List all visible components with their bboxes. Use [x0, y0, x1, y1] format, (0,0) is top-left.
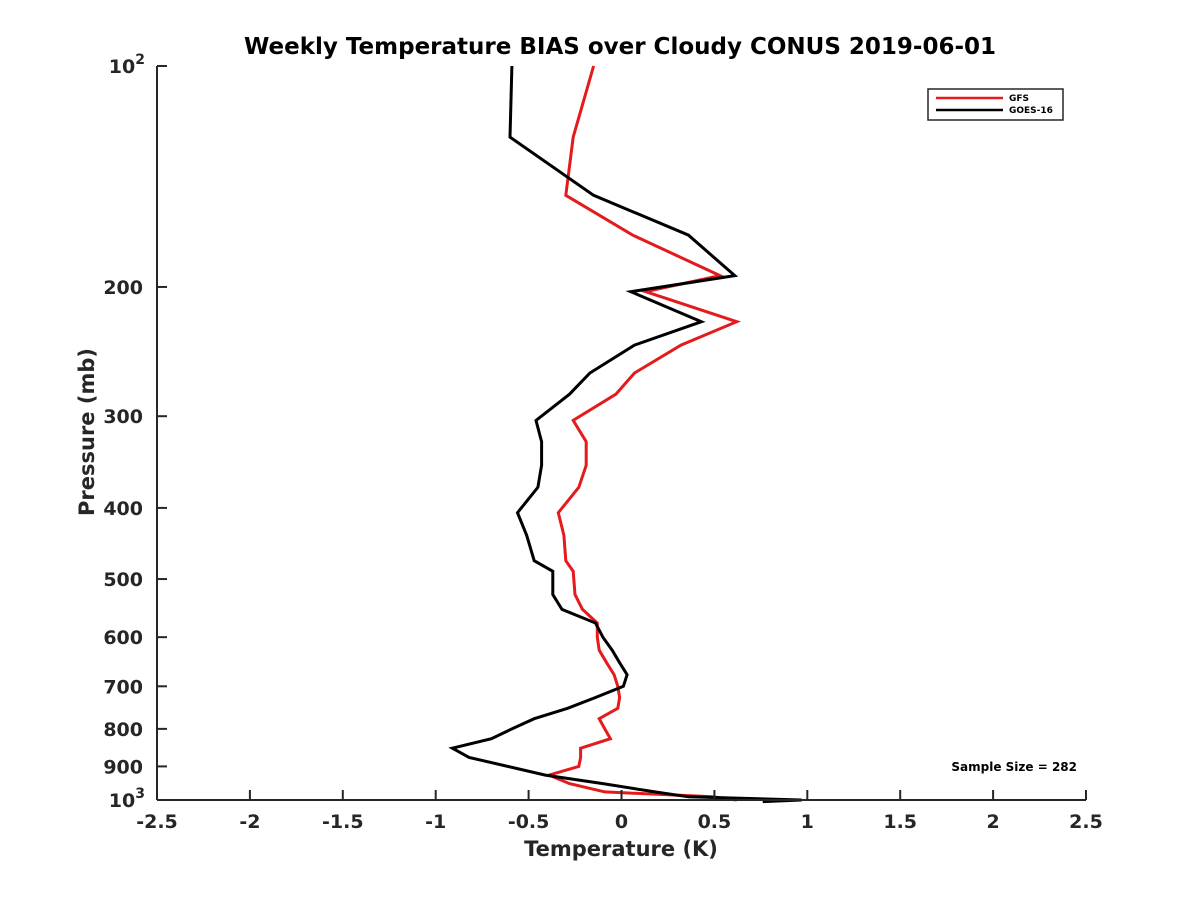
legend: GFS GOES-16	[927, 88, 1064, 121]
y-tick-label: 800	[103, 719, 143, 741]
x-tick-label: 2.5	[1069, 811, 1103, 833]
sample-size-annotation: Sample Size = 282	[951, 760, 1077, 774]
y-tick-label: 400	[103, 498, 143, 520]
y-tick-label: 300	[103, 406, 143, 428]
y-tick-label: 900	[103, 756, 143, 778]
x-axis: -2.5 -2 -1.5 -1 -0.5 0 0.5 1 1.5 2 2.5	[136, 790, 1103, 833]
x-tick-label: 2	[986, 811, 999, 833]
y-axis-label: Pressure (mb)	[75, 348, 99, 516]
x-axis-label: Temperature (K)	[524, 837, 718, 861]
y-tick-label: 700	[103, 676, 143, 698]
x-tick-label: -0.5	[508, 811, 550, 833]
y-tick-label: 200	[103, 277, 143, 299]
y-tick-label: 103	[109, 786, 145, 812]
x-tick-label: 0	[615, 811, 628, 833]
x-tick-label: -2.5	[136, 811, 178, 833]
series-line-gfs	[544, 65, 741, 802]
x-tick-label: 1	[801, 811, 814, 833]
y-tick-label: 500	[103, 569, 143, 591]
y-tick-label: 600	[103, 627, 143, 649]
x-tick-label: 0.5	[698, 811, 732, 833]
x-tick-label: -2	[239, 811, 260, 833]
x-tick-label: 1.5	[883, 811, 917, 833]
legend-label-gfs: GFS	[1009, 94, 1029, 104]
plot-area	[448, 65, 802, 804]
legend-box	[927, 88, 1064, 121]
y-tick-label: 102	[109, 52, 145, 78]
y-axis: 102 200 300 400 500 600 700 800 900 103	[103, 52, 167, 812]
x-tick-label: -1.5	[322, 811, 364, 833]
chart-title: Weekly Temperature BIAS over Cloudy CONU…	[244, 34, 996, 60]
legend-label-goes-16: GOES-16	[1009, 106, 1053, 116]
series-line-goes-16	[448, 65, 802, 804]
x-tick-label: -1	[425, 811, 446, 833]
